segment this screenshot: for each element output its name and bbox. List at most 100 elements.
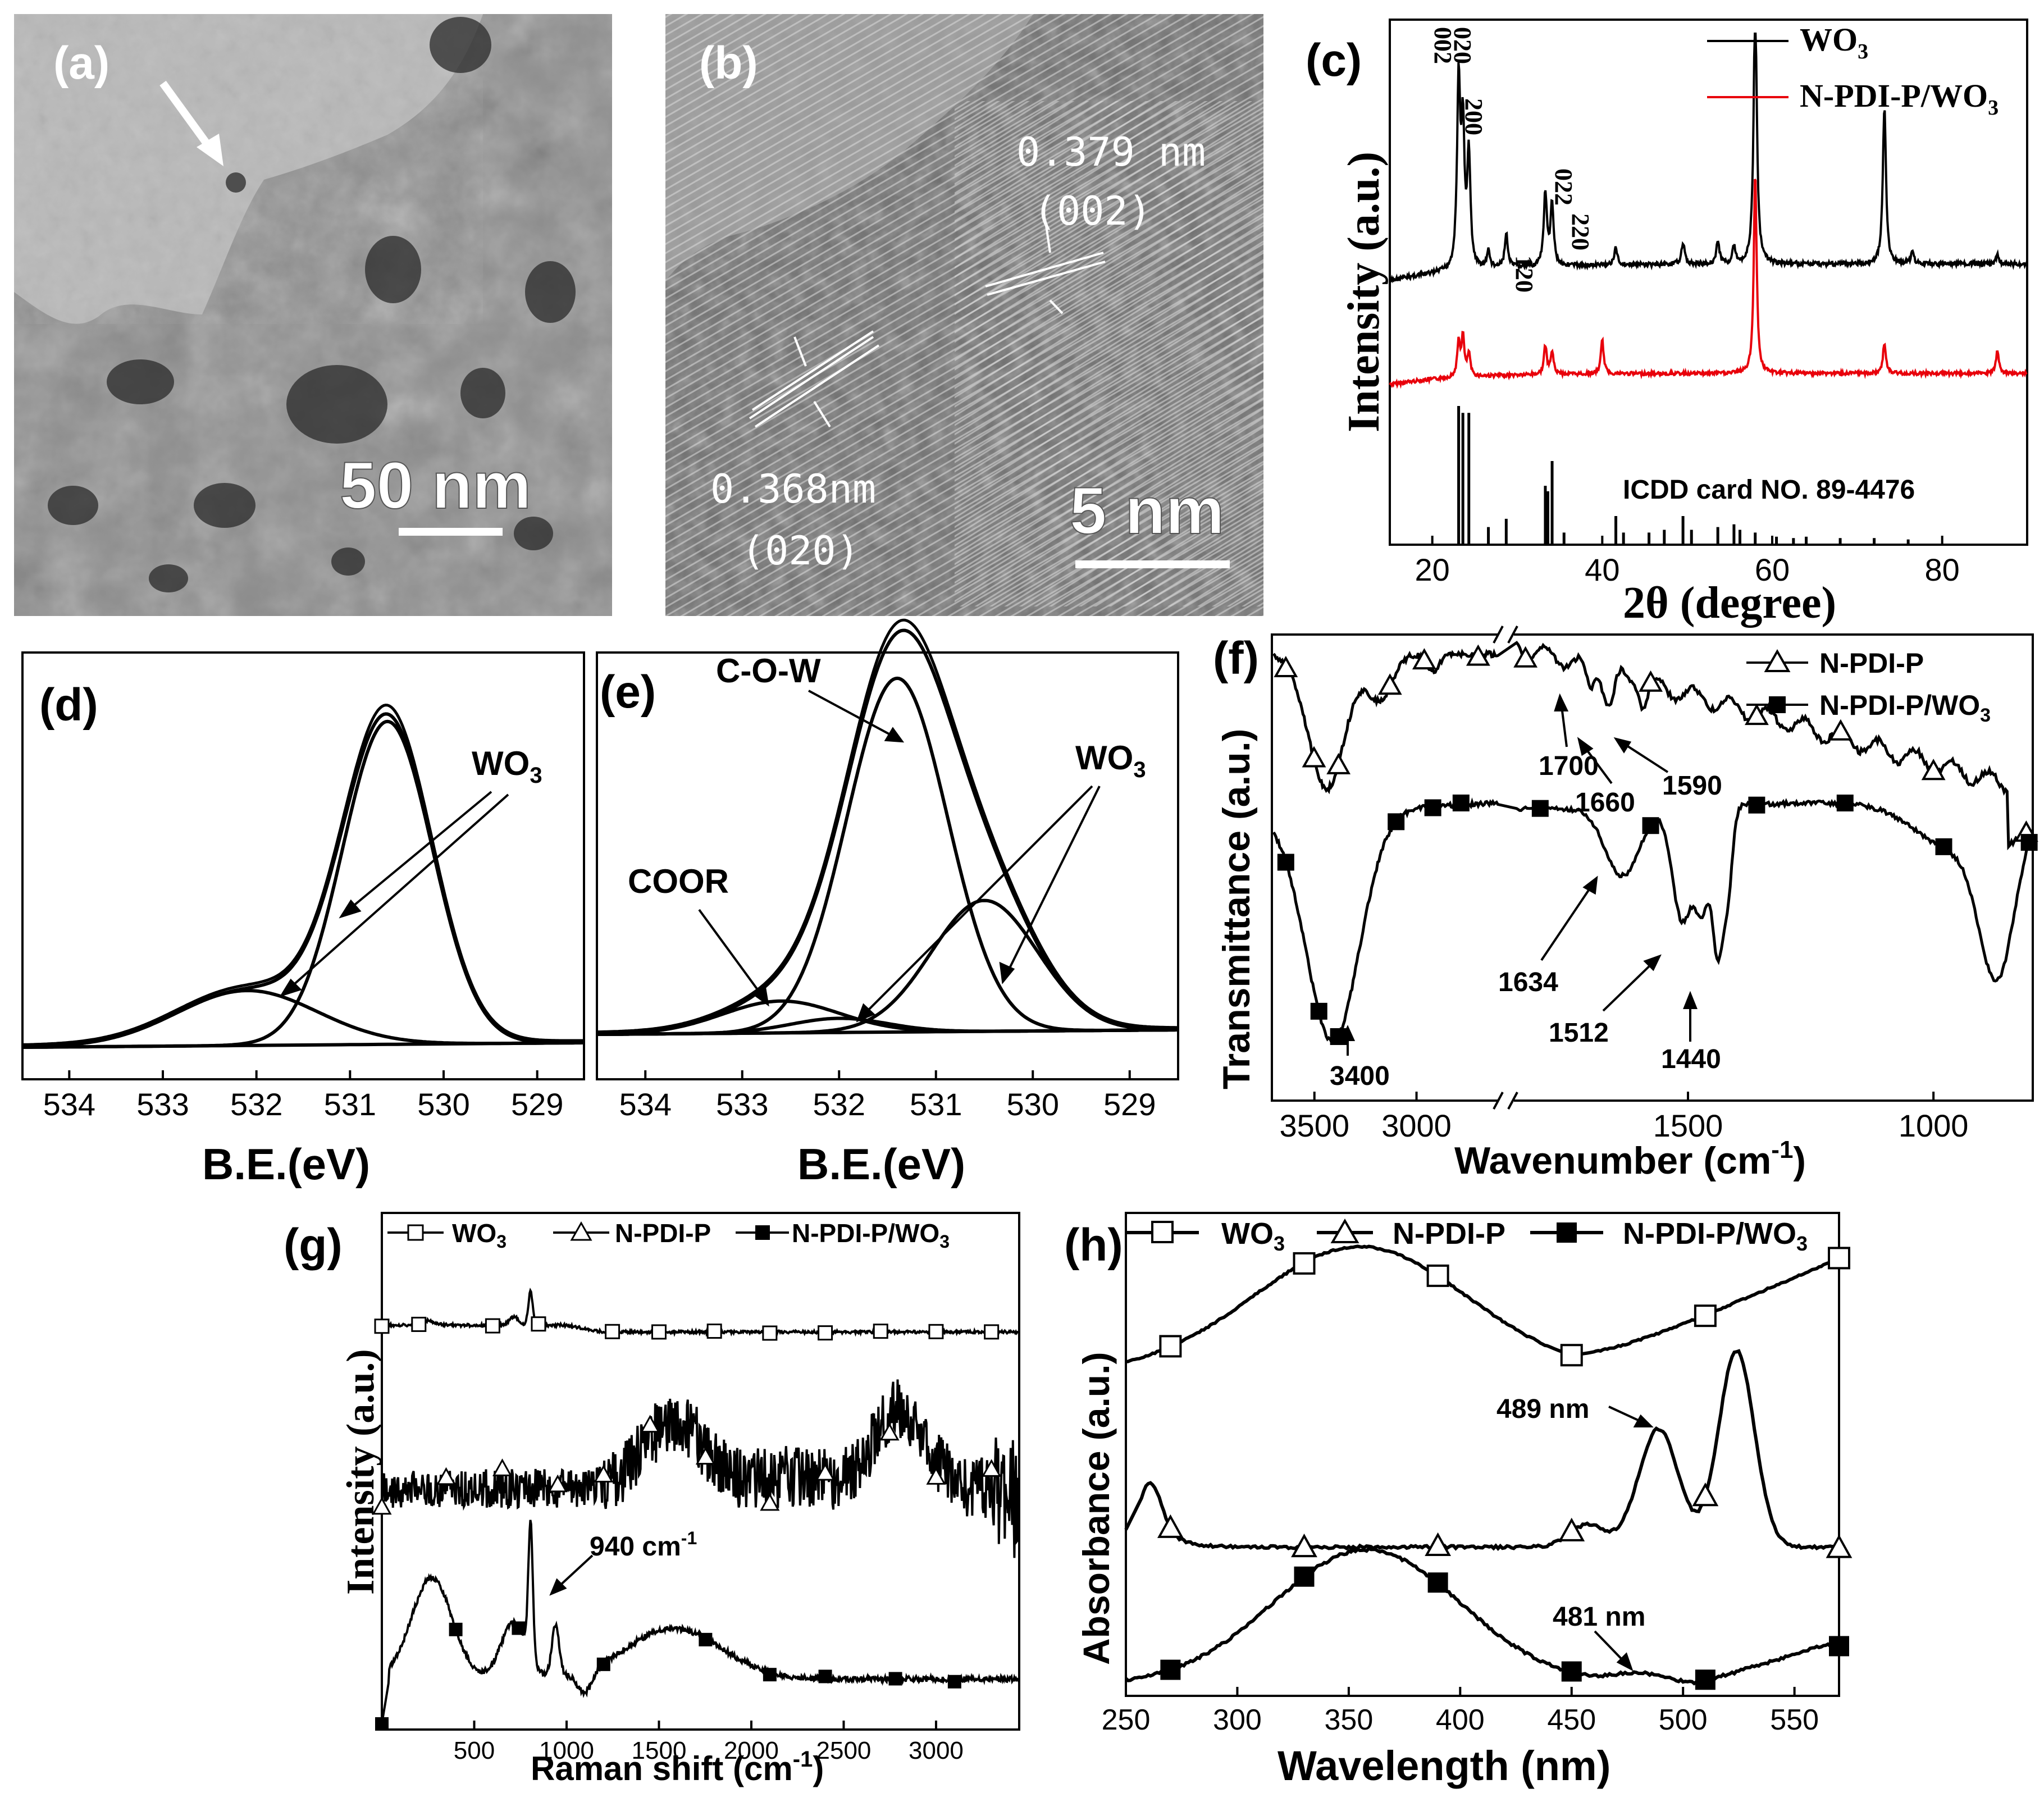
series-line-npdi-p [1272, 641, 2032, 851]
p2-x-tick-label: 531 [910, 1087, 962, 1122]
marker-square-open [651, 1324, 667, 1340]
panel-d: (d) 534 533 532 531 530 529 WO3 B.E.(eV) [21, 651, 585, 1189]
marker-triangle [815, 1463, 836, 1481]
marker-square [699, 1632, 713, 1646]
marker-square [2020, 834, 2038, 851]
marker-triangle [372, 1497, 392, 1515]
annotation-940: 940 cm-1 [590, 1528, 697, 1562]
marker-square-open [531, 1316, 546, 1332]
marker-triangle [1513, 646, 1538, 668]
marker-triangle [1377, 673, 1402, 695]
marker-square [1388, 813, 1405, 831]
annotation-1660: 1660 [1575, 788, 1635, 818]
legend-c: WO3 N-PDI-P/WO3 [1707, 21, 1999, 120]
marker-triangle [1302, 746, 1326, 768]
p2-x-tick-label: 533 [716, 1087, 768, 1122]
panel-h: (h) 250 300 350 400 450 500 550 WO3 N-PDI-P N-… [1064, 1212, 1853, 1789]
marker-triangle [1157, 1514, 1184, 1538]
y-axis-label-h: Absorbance (a.u.) [1075, 1352, 1117, 1665]
annotation-481nm: 481 nm [1553, 1602, 1645, 1632]
panel-e: (e) 534 533 532 531 530 529 C-O-W WO3 COOR B.… [596, 618, 1179, 1189]
x-axis-label-g: Raman shift (cm-1) [531, 1747, 824, 1787]
marker-triangle [1274, 655, 1298, 678]
marker-triangle [1921, 759, 1946, 781]
h-x-tick-label: 500 [1659, 1704, 1708, 1736]
annotation-arrows-h [1594, 1406, 1654, 1672]
p2-x-tick-label: 532 [813, 1087, 865, 1122]
series-line-uv-npdi-p-wo3 [1124, 1546, 1840, 1686]
marker-triangle [1828, 719, 1853, 741]
series-line-wo3 [1389, 33, 2028, 284]
lattice-marker-2 [749, 330, 880, 428]
p1-x-tick-label: 530 [417, 1087, 469, 1122]
marker-triangle [760, 1493, 780, 1511]
annotation-1512: 1512 [1549, 1018, 1609, 1048]
marker-triangle [492, 1458, 513, 1476]
peak-label-200: 200 [1460, 98, 1488, 135]
annotation-3400: 3400 [1330, 1061, 1390, 1091]
marker-square [1424, 799, 1441, 816]
marker-square [1310, 1002, 1327, 1020]
axis-break-f [1493, 626, 1518, 1110]
marker-triangle [1425, 1532, 1452, 1557]
p1-x-tick-label: 532 [230, 1087, 282, 1122]
plane-020: (020) [741, 528, 860, 574]
legend-h: WO3 N-PDI-P N-PDI-P/WO3 [1126, 1217, 1808, 1255]
c-x-tick-label: 60 [1755, 552, 1790, 587]
panel-label-e: (e) [600, 667, 656, 718]
x-axis-label-c: 2θ (degree) [1623, 578, 1836, 628]
axes-frame-h [1125, 1212, 1840, 1697]
panel-label-c-text: (c) [1306, 35, 1362, 86]
legend-item-npdi-p-wo3-f: N-PDI-P/WO3 [1819, 690, 1991, 726]
legend-item-g-wo3: WO3 [452, 1219, 507, 1252]
marker-square [1427, 1572, 1448, 1593]
marker-square [947, 1675, 961, 1689]
annotation-e-cow: C-O-W [716, 652, 821, 690]
f-x-tick-label: 3500 [1279, 1108, 1349, 1143]
marker-square [596, 1657, 610, 1671]
peak-label-022: 022 [1550, 168, 1577, 206]
annotation-arrows-d [279, 791, 509, 997]
peak-label-220: 220 [1567, 213, 1594, 250]
series-line-raman-npdi-p [381, 1379, 1020, 1558]
p2-x-tick-label: 530 [1007, 1087, 1059, 1122]
plane-002: (002) [1033, 188, 1152, 234]
marker-square [512, 1621, 526, 1635]
series-line-npdi-p-wo3 [1389, 179, 2028, 389]
annotation-arrow-g [549, 1554, 594, 1596]
legend-g: WO3 N-PDI-P N-PDI-P/WO3 [387, 1219, 950, 1252]
legend-item-g-npdi-p: N-PDI-P [615, 1219, 711, 1248]
marker-square [1294, 1566, 1315, 1587]
panel-f: (f) 3500 3000 1500 1000 Transmittance (a.u.… [1213, 626, 2038, 1182]
panel-label-d: (d) [39, 679, 98, 731]
baseline-curve [22, 1041, 575, 1049]
annotation-1590: 1590 [1662, 771, 1722, 801]
f-x-tick-label: 1000 [1899, 1108, 1969, 1143]
h-x-tick-label: 350 [1324, 1704, 1373, 1736]
axes-frame-d [21, 651, 585, 1080]
x-axis-label-d: B.E.(eV) [202, 1139, 370, 1189]
marker-square [449, 1622, 463, 1636]
y-axis-label-f: Transmittance (a.u.) [1215, 729, 1258, 1089]
p1-x-tick-label: 529 [511, 1087, 563, 1122]
y-axis-label-g: Intensity (a.u.) [339, 1349, 382, 1595]
axes-frame-c [1389, 19, 2028, 546]
annotation-arrows-e [698, 690, 1101, 1023]
p1-x-tick-label: 534 [43, 1087, 95, 1122]
g-x-tick-label: 3000 [909, 1737, 964, 1764]
marker-square-open [1694, 1304, 1717, 1327]
scale-bar-b [1075, 560, 1230, 568]
marker-square-open [1560, 1344, 1583, 1367]
component-curve [597, 676, 1178, 1036]
marker-square-open [605, 1324, 620, 1339]
marker-square-open [374, 1318, 390, 1334]
x-axis-label-h: Wavelength (nm) [1278, 1742, 1610, 1789]
marker-square [1935, 838, 1952, 855]
legend-item-h-wo3: WO3 [1221, 1217, 1285, 1255]
legend-item-g-npdi-p-wo3: N-PDI-P/WO3 [792, 1219, 950, 1252]
marker-triangle [1291, 1534, 1317, 1558]
scale-label-a: 50 nm [340, 449, 531, 523]
envelope-curve [597, 628, 1178, 1036]
peak-label-020: 020 [1449, 27, 1476, 64]
marker-triangle [594, 1464, 614, 1482]
